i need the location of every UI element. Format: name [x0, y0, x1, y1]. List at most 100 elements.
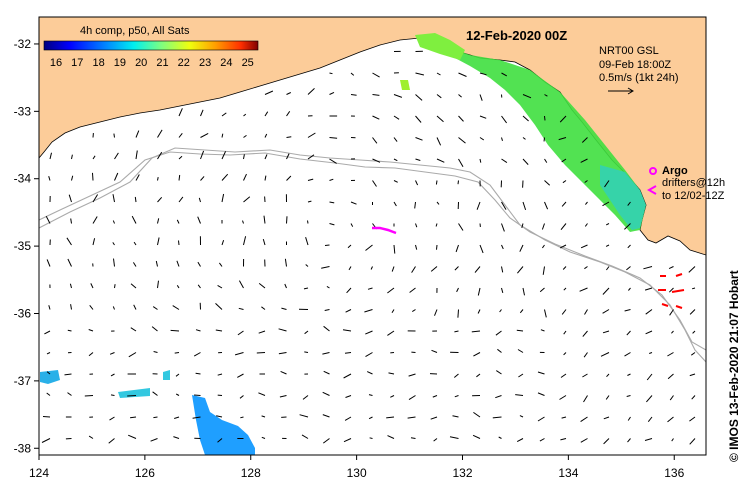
- current-vector: [71, 175, 74, 181]
- current-vector: [92, 155, 96, 160]
- colorbar-tick-label: 20: [135, 57, 147, 69]
- current-vector: [544, 158, 548, 163]
- y-tick-label: -38: [14, 441, 32, 455]
- current-vector: [153, 351, 158, 353]
- y-tick-label: -37: [14, 374, 32, 388]
- colorbar-ticks: 16 17 18 19 20 21 22 23 24 25: [50, 57, 254, 69]
- current-vector: [44, 330, 51, 335]
- current-vector: [605, 266, 610, 271]
- imos-credit: © IMOS 13-Feb-2020 21:07 Hobart: [727, 270, 741, 462]
- current-vector: [195, 329, 201, 332]
- current-vector: [176, 285, 180, 289]
- current-vector: [474, 266, 481, 273]
- current-vector: [130, 327, 137, 332]
- x-tick-label: 128: [241, 466, 261, 480]
- current-vector: [602, 330, 610, 334]
- sst-patch-south-b: [192, 395, 255, 455]
- current-vector: [479, 72, 487, 76]
- current-vector: [669, 395, 674, 401]
- current-vector: [522, 94, 532, 99]
- current-vector: [46, 371, 51, 375]
- y-tick-label: -36: [14, 306, 32, 320]
- legend-vector-scale: 0.5m/s (1kt 24h): [599, 72, 678, 84]
- colorbar-tick-label: 16: [50, 57, 62, 69]
- current-vector: [329, 72, 333, 75]
- current-vector: [391, 266, 395, 272]
- current-vector: [415, 158, 421, 161]
- current-vector: [242, 220, 244, 224]
- current-vector: [518, 373, 524, 378]
- current-vector: [284, 283, 287, 289]
- drifter-tracks: [658, 273, 685, 309]
- current-vector: [540, 329, 545, 332]
- current-vector: [304, 351, 309, 353]
- current-vector: [299, 414, 309, 418]
- current-vector: [343, 438, 352, 443]
- current-vector: [544, 94, 548, 97]
- current-vector: [307, 178, 314, 181]
- current-vector: [221, 173, 229, 181]
- current-vector: [278, 328, 287, 332]
- current-vector: [323, 370, 330, 375]
- current-vector: [127, 395, 137, 397]
- current-vector: [431, 349, 438, 353]
- current-vector: [387, 287, 395, 294]
- current-vector: [498, 436, 502, 439]
- current-vector: [324, 244, 330, 246]
- y-tick-label: -35: [14, 239, 32, 253]
- current-vector: [415, 72, 425, 76]
- current-vector: [667, 373, 674, 380]
- current-vector: [584, 266, 588, 270]
- current-vector: [559, 244, 567, 249]
- current-vector: [90, 283, 94, 289]
- current-vector: [372, 180, 377, 187]
- current-vector: [605, 223, 610, 226]
- current-vector: [239, 395, 244, 399]
- current-vector: [157, 237, 160, 246]
- sst-patch-north: [415, 33, 465, 60]
- current-vector: [522, 287, 525, 296]
- current-vector: [521, 223, 524, 229]
- current-vector: [541, 244, 545, 249]
- argo-marker-icon: [649, 167, 657, 175]
- current-vector: [157, 176, 159, 181]
- current-vector: [415, 115, 422, 123]
- current-vector: [602, 309, 610, 314]
- current-vector: [452, 415, 459, 418]
- current-vector: [345, 395, 352, 398]
- current-vector: [454, 395, 459, 398]
- plot-frame: [38, 16, 707, 456]
- current-vector: [234, 352, 244, 356]
- sst-warm-band: [440, 44, 646, 232]
- colorbar-tick-label: 24: [220, 57, 232, 69]
- current-vector: [132, 262, 137, 267]
- current-vector: [562, 180, 567, 184]
- current-vector: [175, 393, 180, 396]
- current-vector: [691, 287, 696, 290]
- y-tick-label: -34: [14, 172, 32, 186]
- current-vector: [329, 201, 335, 204]
- current-vector: [178, 240, 180, 246]
- current-vector: [671, 438, 674, 442]
- current-vector: [453, 373, 459, 378]
- current-vector: [580, 244, 588, 249]
- current-vector: [157, 218, 160, 224]
- current-vector: [344, 416, 352, 421]
- current-vectors: [41, 50, 696, 445]
- current-vector: [178, 108, 183, 117]
- x-tick-label: 126: [135, 466, 155, 480]
- current-vector: [67, 329, 72, 332]
- current-vector: [64, 373, 72, 376]
- current-vector: [602, 201, 610, 207]
- current-vector: [197, 284, 201, 289]
- current-vector: [477, 309, 481, 314]
- current-vector: [479, 115, 487, 119]
- current-vector: [436, 72, 441, 76]
- current-vector: [689, 373, 696, 377]
- current-vector: [131, 215, 137, 224]
- current-vector: [393, 94, 403, 98]
- current-vector: [519, 415, 524, 418]
- current-vector: [301, 434, 309, 439]
- drifters-label: drifters@12h: [662, 177, 725, 189]
- current-vector: [128, 434, 137, 439]
